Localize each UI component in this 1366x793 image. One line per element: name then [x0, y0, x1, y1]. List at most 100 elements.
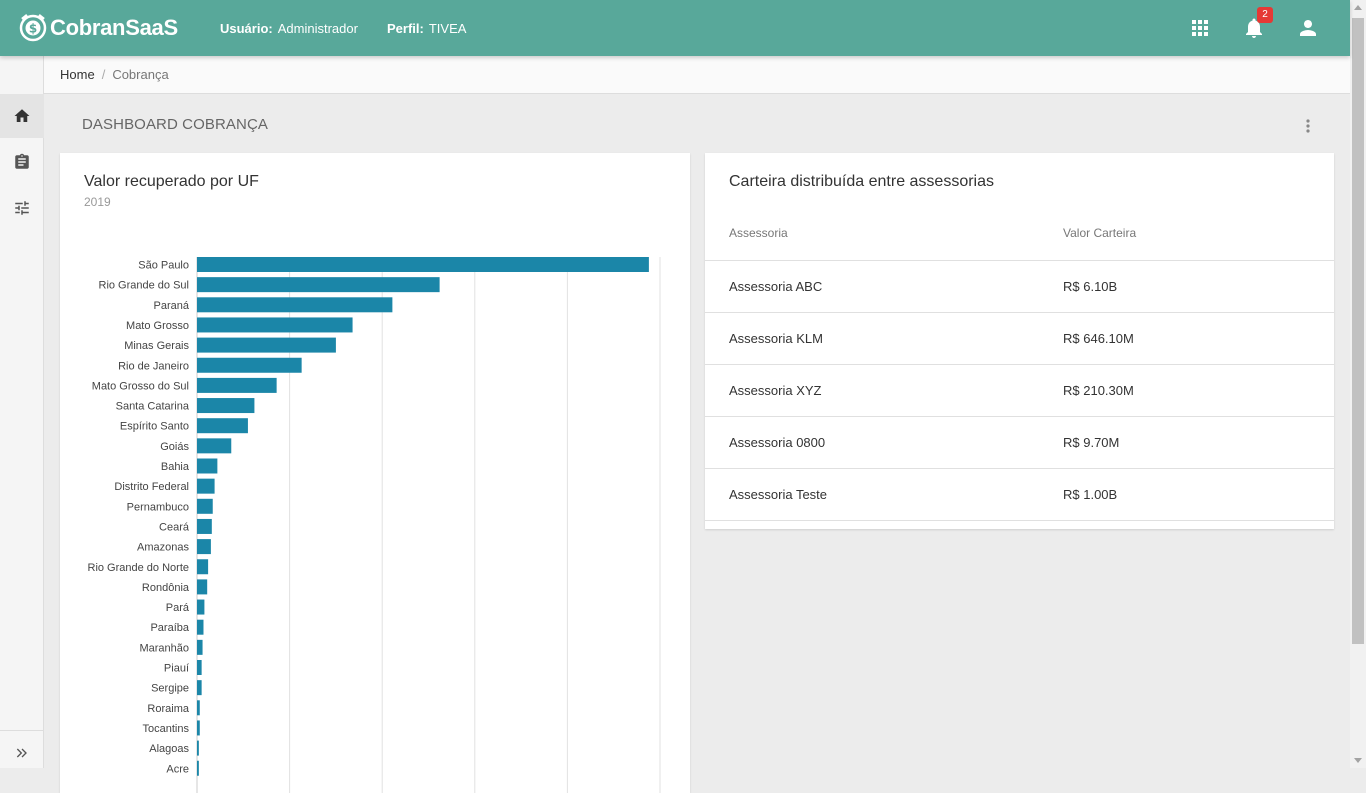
chart-bar[interactable] [197, 438, 232, 454]
chart-bar[interactable] [197, 700, 200, 716]
cell-assessoria: Assessoria 0800 [729, 435, 826, 450]
chart-category-label: Bahia [161, 461, 190, 473]
table-row[interactable]: Assessoria 0800 R$ 9.70M [705, 416, 1334, 468]
sidebar-item-cobranca[interactable] [0, 140, 44, 184]
chart-bar[interactable] [197, 257, 649, 272]
chart-card: Valor recuperado por UF 2019 São Paulo Ri… [60, 153, 690, 793]
chart-bar[interactable] [197, 619, 204, 635]
chart-bar[interactable] [197, 559, 209, 575]
user-label: Usuário: [220, 21, 273, 36]
chart-category-label: Piauí [164, 663, 189, 675]
chart-bar[interactable] [197, 599, 205, 615]
chart-bar[interactable] [197, 639, 203, 655]
chart-category-label: Pernambuco [127, 501, 189, 513]
table-row[interactable]: Assessoria KLM R$ 646.10M [705, 312, 1334, 364]
sidebar-expand-button[interactable] [0, 730, 44, 774]
chart-category-label: Minas Gerais [124, 340, 189, 352]
chart-bar[interactable] [197, 760, 199, 776]
chart-category-label: Ceará [159, 521, 190, 533]
chart-bar[interactable] [197, 337, 336, 353]
chart-bar[interactable] [197, 720, 200, 736]
chart-bar[interactable] [197, 498, 213, 514]
bell-icon[interactable] [1242, 16, 1266, 40]
cell-assessoria: Assessoria Teste [729, 487, 828, 502]
chart-category-label: Rondônia [142, 582, 190, 594]
chart-bar[interactable] [197, 398, 255, 414]
chart-category-label: Acre [166, 763, 189, 775]
chart-bar[interactable] [197, 458, 218, 474]
notification-badge: 2 [1257, 7, 1273, 23]
profile-info: Perfil: TIVEA [387, 21, 466, 36]
chart-bar[interactable] [197, 317, 353, 333]
chart-category-label: Sergipe [151, 683, 189, 695]
chart-bar[interactable] [197, 377, 277, 393]
column-header-valor-carteira[interactable]: Valor Carteira [1063, 226, 1137, 240]
account-icon[interactable] [1296, 16, 1320, 40]
chart-category-label: Amazonas [137, 542, 189, 554]
tune-icon [15, 201, 29, 215]
top-app-bar: $ CobranSaaS Usuário: Administrador Perfi… [0, 0, 1350, 56]
scroll-down-arrow-icon[interactable] [1354, 758, 1362, 763]
sidebar [0, 56, 44, 768]
chart-bar[interactable] [197, 418, 248, 434]
chart-card-title: Valor recuperado por UF [84, 173, 259, 190]
clipboard-icon [15, 153, 29, 169]
scroll-thumb[interactable] [1352, 18, 1364, 644]
chart-category-label: Pará [166, 602, 190, 614]
uf-bar-chart: São Paulo Rio Grande do Sul Paraná Mato Gro… [88, 257, 661, 793]
sidebar-item-home[interactable] [0, 94, 44, 138]
table-row[interactable]: Assessoria ABC R$ 6.10B [705, 260, 1334, 312]
chart-category-label: Roraima [147, 703, 189, 715]
cell-valor-carteira: R$ 6.10B [1063, 279, 1118, 294]
user-value: Administrador [277, 21, 358, 36]
profile-label: Perfil: [387, 21, 424, 36]
apps-icon[interactable] [1188, 16, 1212, 40]
column-header-assessoria[interactable]: Assessoria [729, 226, 788, 240]
chart-bar[interactable] [197, 539, 211, 555]
chart-category-label: Rio de Janeiro [118, 360, 189, 372]
chart-bar[interactable] [197, 478, 215, 494]
sidebar-item-settings[interactable] [0, 186, 44, 230]
home-icon [14, 109, 30, 122]
chart-bar[interactable] [197, 277, 440, 293]
breadcrumb-current: Cobrança [112, 67, 169, 82]
brand-logo-link[interactable]: $ CobranSaaS [18, 12, 178, 44]
user-info: Usuário: Administrador [220, 21, 358, 36]
portfolio-card: Carteira distribuída entre assessorias A… [705, 153, 1334, 529]
scroll-up-arrow-icon[interactable] [1354, 5, 1362, 10]
chart-card-subtitle: 2019 [84, 195, 111, 209]
chart-bar[interactable] [197, 680, 202, 696]
cell-valor-carteira: R$ 1.00B [1063, 487, 1118, 502]
chart-bar[interactable] [197, 297, 393, 313]
chart-category-label: São Paulo [138, 260, 189, 272]
more-options-button[interactable] [1298, 116, 1318, 136]
chart-bar[interactable] [197, 357, 302, 373]
chart-category-label: Rio Grande do Norte [88, 562, 190, 574]
cell-assessoria: Assessoria KLM [729, 331, 823, 346]
cell-assessoria: Assessoria ABC [729, 279, 823, 294]
chart-category-label: Santa Catarina [116, 401, 190, 413]
chart-bar[interactable] [197, 518, 212, 534]
chart-bar[interactable] [197, 579, 208, 595]
chart-category-label: Espírito Santo [120, 421, 189, 433]
table-row[interactable]: Assessoria Teste R$ 1.00B [705, 468, 1334, 520]
page-scrollbar[interactable] [1350, 0, 1366, 768]
chart-category-label: Maranhão [139, 642, 189, 654]
chart-bar[interactable] [197, 660, 202, 675]
breadcrumb-home[interactable]: Home [60, 67, 95, 82]
table-bottom-divider [705, 520, 1334, 521]
chart-bar[interactable] [197, 740, 199, 756]
chart-category-label: Paraíba [150, 622, 189, 634]
breadcrumb: Home / Cobrança [44, 56, 1350, 94]
chart-category-label: Paraná [154, 300, 190, 312]
table-row[interactable]: Assessoria XYZ R$ 210.30M [705, 364, 1334, 416]
cell-valor-carteira: R$ 646.10M [1063, 331, 1134, 346]
chart-category-label: Goiás [160, 441, 189, 453]
cell-valor-carteira: R$ 9.70M [1063, 435, 1120, 450]
cell-assessoria: Assessoria XYZ [729, 383, 822, 398]
chart-category-label: Distrito Federal [114, 481, 189, 493]
more-vert-icon [1306, 119, 1310, 133]
chart-category-label: Rio Grande do Sul [99, 280, 190, 292]
chart-category-label: Alagoas [149, 743, 189, 755]
brand-name: CobranSaaS [50, 15, 178, 40]
